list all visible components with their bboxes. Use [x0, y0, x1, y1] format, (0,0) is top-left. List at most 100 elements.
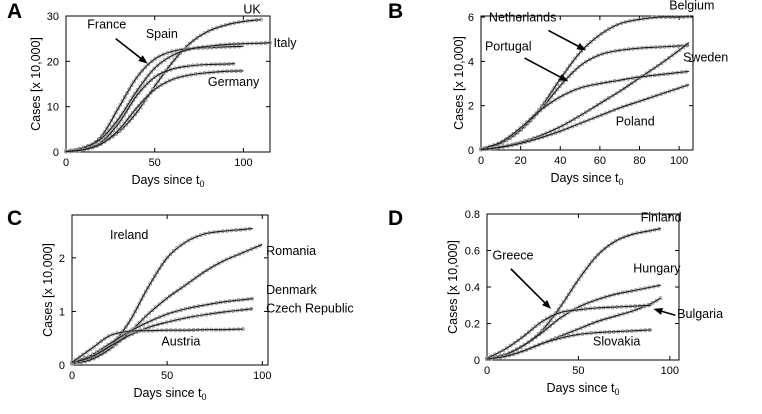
data-marker — [137, 320, 142, 325]
data-marker — [150, 277, 155, 282]
x-tick-label: 50 — [572, 365, 584, 377]
data-marker — [560, 80, 565, 85]
data-marker — [528, 117, 533, 122]
data-marker — [110, 124, 115, 129]
x-axis-label: Days since t0 — [550, 171, 623, 187]
data-marker — [257, 243, 262, 248]
data-marker — [84, 350, 89, 354]
data-marker — [559, 303, 564, 308]
fit-line — [480, 42, 690, 151]
country-label-bulgaria: Bulgaria — [677, 307, 723, 321]
fit-line — [486, 284, 661, 359]
series-austria — [70, 327, 245, 365]
data-marker — [132, 79, 136, 84]
y-tick-label: 0.4 — [465, 282, 480, 294]
data-marker — [102, 336, 107, 341]
data-marker — [504, 137, 508, 142]
data-marker — [525, 120, 529, 125]
data-marker — [133, 326, 138, 331]
data-marker — [224, 257, 229, 262]
data-marker — [599, 249, 604, 254]
data-marker — [126, 106, 131, 110]
data-marker — [143, 76, 148, 81]
country-label-italy: Italy — [274, 36, 298, 50]
data-marker — [523, 332, 528, 337]
series-germany — [64, 68, 244, 154]
chart-svg-C: 0 50 100 0 1 2 Days since t0 Cases [x 10,000] Ir… — [41, 214, 354, 402]
data-marker — [625, 83, 630, 88]
data-marker — [113, 110, 118, 115]
data-marker — [533, 324, 538, 329]
data-marker — [166, 64, 171, 69]
data-marker — [127, 114, 132, 119]
data-marker — [182, 240, 187, 245]
y-tick-label: 0 — [59, 360, 65, 372]
data-marker — [567, 63, 572, 68]
data-marker — [552, 312, 557, 317]
data-marker — [145, 285, 150, 290]
data-marker — [103, 347, 108, 352]
data-marker — [70, 360, 74, 365]
data-marker — [139, 297, 144, 302]
data-marker — [552, 127, 557, 132]
data-marker — [121, 113, 126, 118]
data-marker — [570, 71, 575, 75]
annotation-arrow-head — [576, 42, 587, 51]
data-marker — [105, 126, 109, 131]
chart-svg-B: 0 20 40 60 80 100 0 2 4 6 Days since t0 Cases [x 10… — [452, 0, 728, 187]
data-marker — [106, 334, 111, 339]
data-marker — [655, 63, 660, 68]
data-marker — [572, 117, 577, 121]
country-label-poland: Poland — [616, 115, 655, 129]
data-marker — [98, 142, 103, 147]
data-marker — [137, 72, 142, 77]
data-marker — [95, 351, 100, 356]
data-marker — [91, 353, 96, 358]
data-marker — [573, 67, 578, 72]
panel-A: A 0 50 100 0 10 20 30 Days since t0 Cases [x 10,… — [0, 0, 381, 207]
data-marker — [684, 42, 689, 47]
data-marker — [141, 322, 146, 327]
data-marker — [118, 338, 123, 343]
data-marker — [562, 70, 567, 75]
data-marker — [587, 262, 592, 267]
data-marker — [610, 241, 615, 246]
annotation-arrow-line — [661, 310, 676, 317]
data-marker — [564, 121, 569, 126]
data-marker — [591, 105, 596, 110]
x-axis-label: Days since t0 — [546, 381, 619, 397]
data-marker — [122, 121, 127, 126]
data-marker — [140, 68, 145, 73]
data-marker — [122, 335, 127, 340]
data-marker — [174, 51, 179, 56]
data-marker — [197, 273, 202, 278]
data-marker — [111, 114, 116, 119]
data-marker — [602, 246, 607, 251]
data-marker — [607, 26, 611, 31]
data-marker — [123, 324, 128, 329]
data-marker — [88, 347, 93, 352]
data-marker — [142, 97, 147, 102]
y-axis-label: Cases [x 10,000] — [41, 243, 55, 337]
y-tick-label: 20 — [47, 56, 59, 68]
data-marker — [187, 41, 192, 46]
data-marker — [169, 61, 174, 66]
data-marker — [163, 80, 168, 85]
data-marker — [155, 85, 160, 90]
data-marker — [110, 342, 115, 347]
y-axis-label: Cases [x 10,000] — [452, 36, 466, 130]
data-marker — [171, 291, 176, 296]
x-tick-label: 100 — [670, 155, 688, 167]
data-marker — [108, 131, 113, 136]
data-marker — [584, 266, 589, 271]
data-marker — [136, 91, 141, 96]
data-marker — [587, 107, 592, 112]
data-marker — [508, 343, 513, 348]
data-marker — [129, 102, 133, 107]
fit-line — [65, 45, 244, 153]
data-marker — [140, 317, 145, 322]
fit-line — [480, 70, 690, 150]
data-marker — [143, 65, 148, 70]
data-marker — [518, 345, 523, 349]
data-marker — [129, 83, 134, 88]
